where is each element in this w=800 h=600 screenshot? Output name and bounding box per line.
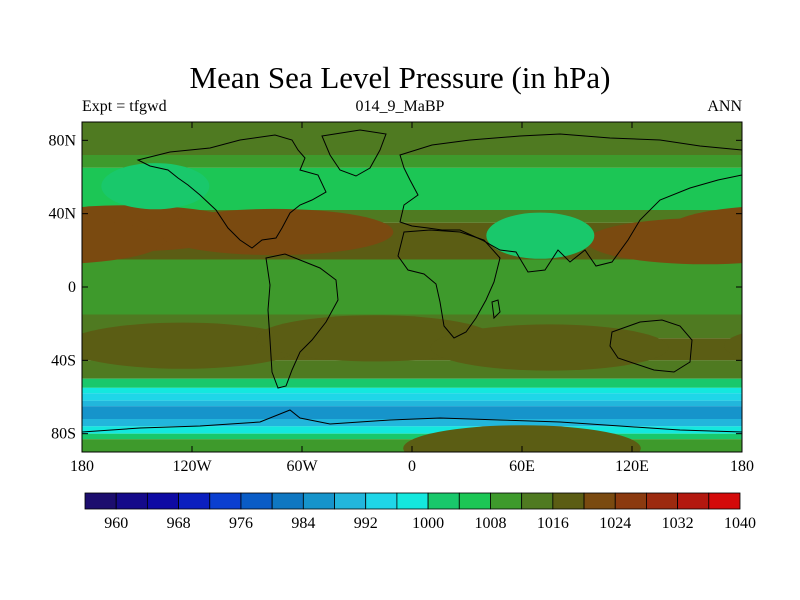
- pressure-cells: [82, 163, 742, 452]
- coastline-greenland: [321, 129, 387, 177]
- season-label: ANN: [707, 98, 742, 115]
- pressure-cell-2: [586, 218, 742, 265]
- pressure-band-15: [82, 426, 742, 434]
- pressure-band-9: [82, 378, 742, 388]
- pressure-band-13: [82, 406, 742, 419]
- y-axis: 80N 40N 0 40S 80S: [48, 132, 742, 443]
- colorbar-swatch-7: [302, 492, 335, 510]
- chart-title: Mean Sea Level Pressure (in hPa): [189, 60, 611, 95]
- experiment-label: Expt = tfgwd: [82, 98, 167, 115]
- pressure-cell-5: [430, 324, 669, 371]
- colorbar-label: 992: [354, 515, 378, 532]
- colorbar-label: 984: [291, 515, 315, 532]
- colorbar-swatch-15: [552, 492, 585, 510]
- coastline-madagascar: [491, 299, 501, 320]
- colorbar-swatch-2: [146, 492, 179, 510]
- pressure-band-11: [82, 393, 742, 401]
- colorbar-label: 1024: [599, 515, 631, 532]
- x-tick-label: 120W: [172, 458, 212, 475]
- coastline-africa: [397, 229, 501, 339]
- coastline-south-america: [265, 253, 339, 389]
- pressure-cell-3: [82, 322, 302, 369]
- pressure-cell-6: [403, 425, 641, 452]
- colorbar-swatch-6: [271, 492, 304, 510]
- pressure-band-12: [82, 400, 742, 407]
- pressure-cell-1: [155, 208, 394, 256]
- colorbar-swatch-14: [521, 492, 554, 510]
- colorbar: 960 968 976 984 992 1000 1008 1016 1024 1032 1040: [84, 492, 756, 532]
- coastline-eurasia: [399, 133, 742, 273]
- pressure-cell-2-wrap: [82, 219, 165, 264]
- x-tick-label: 60E: [509, 458, 535, 475]
- colorbar-label: 976: [229, 515, 253, 532]
- colorbar-swatch-10: [396, 492, 429, 510]
- colorbar-swatch-4: [209, 492, 242, 510]
- colorbar-swatch-1: [115, 492, 148, 510]
- pressure-cell-8: [101, 163, 210, 210]
- colorbar-label: 1040: [724, 515, 756, 532]
- colorbar-label: 1016: [537, 515, 569, 532]
- pressure-cell-3-wrap: [724, 333, 742, 358]
- colorbar-swatch-9: [365, 492, 398, 510]
- colorbar-swatch-5: [240, 492, 273, 510]
- x-tick-label: 0: [408, 458, 416, 475]
- coastline-antarctica: [82, 409, 742, 433]
- colorbar-swatch-13: [490, 492, 523, 510]
- coastlines: [82, 129, 742, 433]
- colorbar-swatch-16: [583, 492, 616, 510]
- colorbar-swatch-18: [646, 492, 679, 510]
- colorbar-swatch-20: [708, 492, 741, 510]
- colorbar-label: 968: [167, 515, 191, 532]
- colorbar-swatch-3: [178, 492, 211, 510]
- y-tick-label: 40S: [51, 352, 76, 369]
- pressure-band-10: [82, 387, 742, 394]
- colorbar-swatch-17: [614, 492, 647, 510]
- colorbar-swatch-0: [84, 492, 117, 510]
- colorbar-label: 1008: [474, 515, 506, 532]
- colorbar-swatch-19: [677, 492, 710, 510]
- pressure-band-14: [82, 419, 742, 427]
- coastline-north-america: [136, 134, 327, 249]
- time-label: 014_9_MaBP: [355, 98, 445, 115]
- x-tick-label: 60W: [286, 458, 318, 475]
- y-tick-label: 80S: [51, 426, 76, 443]
- colorbar-label: 960: [104, 515, 128, 532]
- colorbar-label: 1032: [662, 515, 694, 532]
- x-axis: 180 120W 60W 0 60E 120E 180: [70, 122, 754, 475]
- y-tick-label: 40N: [48, 206, 76, 223]
- coastline-australia: [609, 319, 693, 373]
- colorbar-label: 1000: [412, 515, 444, 532]
- x-tick-label: 120E: [615, 458, 649, 475]
- pressure-band-16: [82, 433, 742, 440]
- y-tick-label: 0: [68, 279, 76, 296]
- pressure-band-5: [82, 259, 742, 315]
- pressure-band-1: [82, 155, 742, 168]
- x-tick-label: 180: [70, 458, 94, 475]
- pressure-cell-7: [486, 212, 595, 259]
- colorbar-swatch-12: [458, 492, 491, 510]
- colorbar-swatch-8: [334, 492, 367, 510]
- y-tick-label: 80N: [48, 132, 76, 149]
- x-tick-label: 180: [730, 458, 754, 475]
- colorbar-swatch-11: [427, 492, 460, 510]
